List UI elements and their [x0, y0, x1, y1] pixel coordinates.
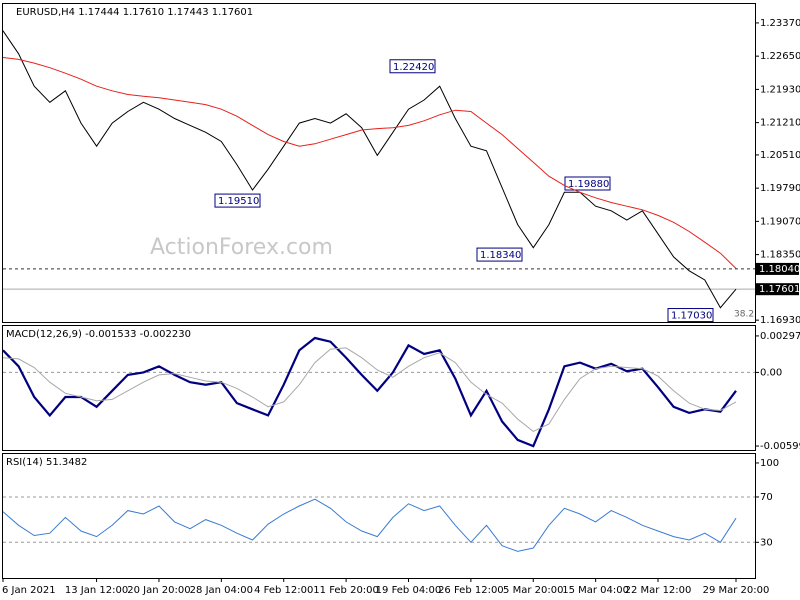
x-tick-label: 6 Jan 2021 — [2, 585, 56, 596]
series-line — [2, 347, 737, 432]
y-tick-label: -0.005996 — [760, 441, 800, 452]
y-tick-label: 1.16930 — [760, 315, 800, 326]
y-tick-label: 1.20510 — [760, 150, 800, 161]
level-box — [756, 283, 799, 296]
x-tick-label: 4 Feb 12:00 — [254, 585, 313, 596]
x-tick-label: 5 Mar 20:00 — [503, 585, 563, 596]
series-line — [2, 498, 737, 552]
x-tick-label: 26 Feb 12:00 — [438, 585, 504, 596]
y-tick-label: 30 — [760, 537, 773, 548]
chart-title: EURUSD,H4 1.17444 1.17610 1.17443 1.1760… — [16, 7, 253, 18]
annotation-box — [667, 308, 714, 323]
level-box — [756, 262, 799, 275]
rsi-panel — [2, 453, 756, 579]
x-tick-label: 22 Mar 12:00 — [625, 585, 692, 596]
watermark: ActionForex.com — [150, 235, 333, 260]
x-tick-label: 13 Jan 12:00 — [65, 585, 128, 596]
level-label: 1.18040 — [759, 264, 800, 275]
annotation-box — [564, 176, 611, 191]
series-line — [2, 57, 737, 269]
y-tick-label: 1.18350 — [760, 250, 800, 261]
x-tick-label: 20 Jan 20:00 — [127, 585, 190, 596]
y-tick-label: 1.23370 — [760, 18, 800, 29]
level-label: 1.17601 — [759, 284, 800, 295]
annotation-label: 1.18340 — [480, 250, 521, 261]
y-tick-label: 70 — [760, 492, 773, 503]
x-tick-label: 29 Mar 20:00 — [703, 585, 770, 596]
macd-panel — [2, 325, 756, 451]
x-tick-label: 19 Feb 04:00 — [376, 585, 442, 596]
y-tick-label: 0.00 — [760, 367, 782, 378]
series-line — [2, 30, 737, 309]
y-tick-label: 0.002973 — [760, 331, 800, 342]
annotation-box — [214, 193, 261, 208]
series-line — [2, 336, 737, 448]
x-tick-label: 11 Feb 20:00 — [313, 585, 379, 596]
annotation-box — [389, 59, 436, 74]
y-tick-label: 1.19790 — [760, 183, 800, 194]
y-tick-label: 1.21210 — [760, 118, 800, 129]
price-panel — [2, 3, 756, 323]
annotation-box — [476, 247, 523, 262]
y-tick-label: 100 — [760, 458, 779, 469]
annotation-label: 1.19880 — [568, 179, 609, 190]
fib-note: 38.2 — [734, 310, 754, 320]
annotation-label: 1.22420 — [393, 62, 434, 73]
annotation-label: 1.19510 — [218, 196, 259, 207]
y-tick-label: 1.19070 — [760, 216, 800, 227]
panel-title: MACD(12,26,9) -0.001533 -0.002230 — [6, 329, 191, 340]
x-tick-label: 15 Mar 04:00 — [562, 585, 629, 596]
y-tick-label: 1.22650 — [760, 51, 800, 62]
x-tick-label: 28 Jan 04:00 — [190, 585, 253, 596]
panel-title: RSI(14) 51.3482 — [6, 457, 87, 468]
y-tick-label: 1.21930 — [760, 84, 800, 95]
annotation-label: 1.17030 — [671, 311, 712, 322]
